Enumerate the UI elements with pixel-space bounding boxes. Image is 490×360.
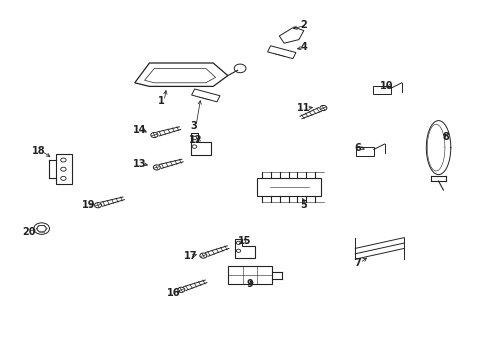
Text: 8: 8 bbox=[442, 132, 449, 142]
Text: 10: 10 bbox=[380, 81, 394, 91]
Text: 19: 19 bbox=[81, 200, 95, 210]
Text: 3: 3 bbox=[190, 121, 197, 131]
Text: 18: 18 bbox=[32, 146, 46, 156]
Text: 2: 2 bbox=[300, 20, 307, 30]
Text: 17: 17 bbox=[184, 251, 198, 261]
Text: 9: 9 bbox=[246, 279, 253, 289]
Text: 15: 15 bbox=[238, 236, 252, 246]
Text: 6: 6 bbox=[354, 143, 361, 153]
Text: 4: 4 bbox=[300, 42, 307, 52]
Bar bbox=[228, 266, 272, 284]
Text: 11: 11 bbox=[297, 103, 311, 113]
Text: 5: 5 bbox=[300, 200, 307, 210]
Bar bbox=[356, 147, 374, 156]
Text: 7: 7 bbox=[354, 258, 361, 268]
Bar bbox=[56, 154, 72, 184]
Text: 16: 16 bbox=[167, 288, 181, 298]
Text: 12: 12 bbox=[189, 135, 203, 145]
Text: 14: 14 bbox=[133, 125, 147, 135]
Text: 20: 20 bbox=[23, 227, 36, 237]
Bar bbox=[257, 178, 321, 196]
Text: 13: 13 bbox=[133, 159, 147, 169]
Bar bbox=[373, 86, 391, 94]
Text: 1: 1 bbox=[158, 96, 165, 106]
